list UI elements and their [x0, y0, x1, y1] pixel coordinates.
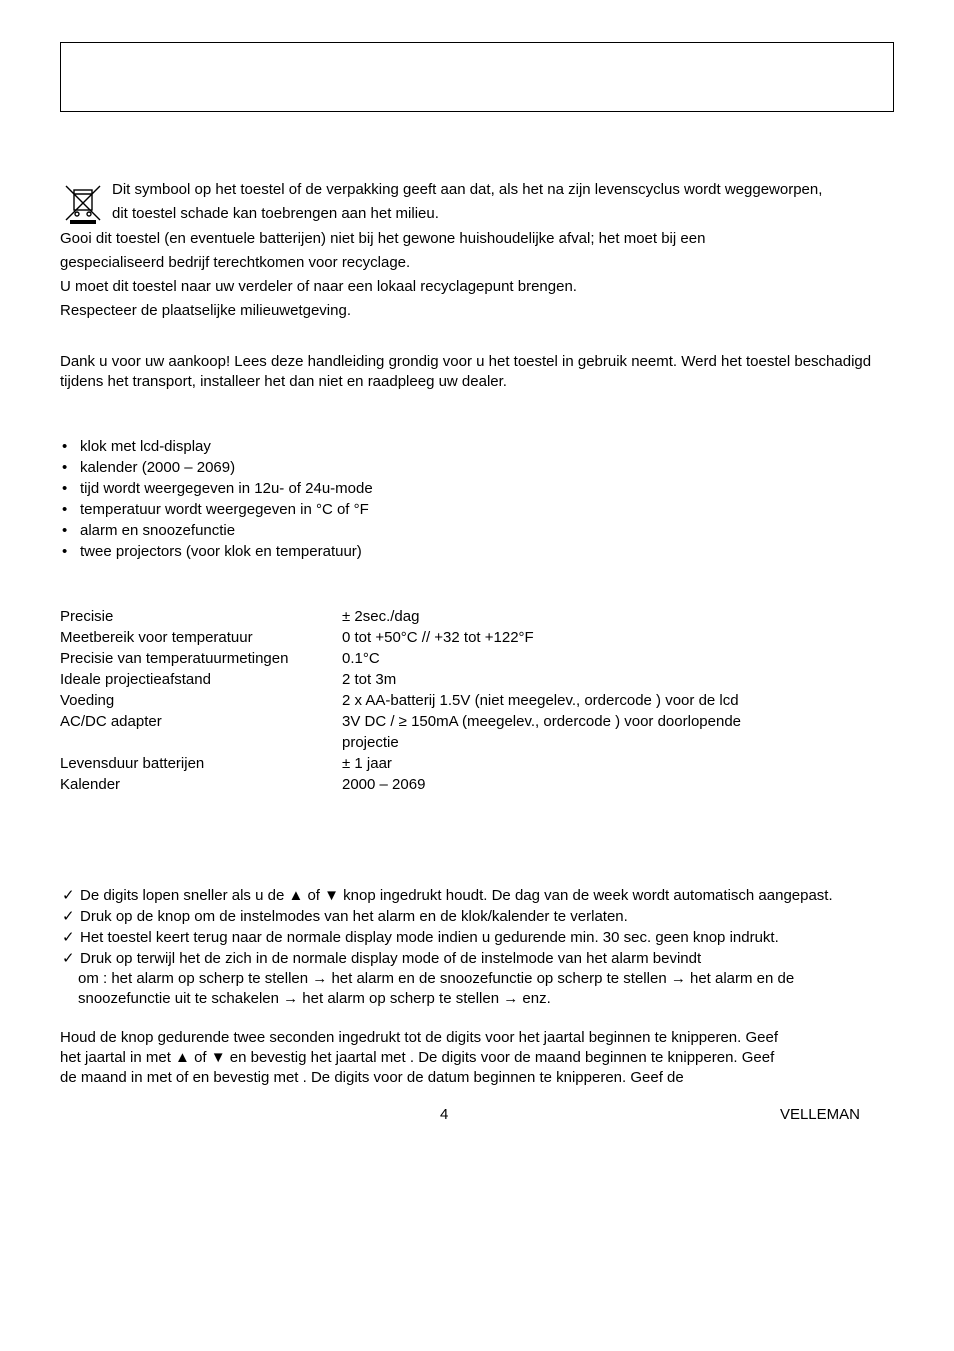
page-footer: 4 VELLEMAN — [60, 1106, 894, 1123]
spec-row: Levensduur batterijen ± 1 jaar — [60, 753, 894, 774]
spec-label: Meetbereik voor temperatuur — [60, 627, 342, 648]
note-continuation: om : het alarm op scherp te stellen → he… — [78, 969, 894, 989]
intro-line-3: Gooi dit toestel (en eventuele batterije… — [60, 229, 894, 249]
note-item: Druk op terwijl het de zich in de normal… — [62, 948, 894, 969]
note-item: De digits lopen sneller als u de ▲ of ▼ … — [62, 885, 894, 906]
spec-row: Ideale projectieafstand 2 tot 3m — [60, 669, 894, 690]
intro-line-4: gespecialiseerd bedrijf terechtkomen voo… — [60, 253, 894, 273]
note-continuation: snoozefunctie uit te schakelen → het ala… — [78, 989, 894, 1009]
feature-item: kalender (2000 – 2069) — [62, 457, 894, 478]
weee-icon — [60, 180, 106, 226]
brand-label: VELLEMAN — [780, 1106, 890, 1123]
header-box — [60, 42, 894, 112]
specs-table: Precisie ± 2sec./dag Meetbereik voor tem… — [60, 606, 894, 795]
notes-list: De digits lopen sneller als u de ▲ of ▼ … — [60, 885, 894, 969]
spec-row: Precisie van temperatuurmetingen 0.1°C — [60, 648, 894, 669]
feature-item: tijd wordt weergegeven in 12u- of 24u-mo… — [62, 478, 894, 499]
intro-line-1: Dit symbool op het toestel of de verpakk… — [60, 180, 894, 200]
note-item: Het toestel keert terug naar de normale … — [62, 927, 894, 948]
spec-label: AC/DC adapter — [60, 711, 342, 732]
spec-row: Precisie ± 2sec./dag — [60, 606, 894, 627]
spec-value: 0 tot +50°C // +32 tot +122°F — [342, 627, 894, 648]
spec-value: 2 x AA-batterij 1.5V (niet meegelev., or… — [342, 690, 894, 711]
spec-value: ± 2sec./dag — [342, 606, 894, 627]
feature-item: twee projectors (voor klok en temperatuu… — [62, 541, 894, 562]
intro-line-6: Respecteer de plaatselijke milieuwetgevi… — [60, 301, 894, 321]
spec-label: Kalender — [60, 774, 342, 795]
feature-item: klok met lcd-display — [62, 436, 894, 457]
spec-row: projectie — [60, 732, 894, 753]
note-item: Druk op de knop om de instelmodes van he… — [62, 906, 894, 927]
recycling-paragraph: Dit symbool op het toestel of de verpakk… — [60, 180, 894, 322]
spec-value: 2 tot 3m — [342, 669, 894, 690]
spec-row: Meetbereik voor temperatuur 0 tot +50°C … — [60, 627, 894, 648]
spec-value: 0.1°C — [342, 648, 894, 669]
tail-line: het jaartal in met ▲ of ▼ en bevestig he… — [60, 1048, 894, 1068]
spec-row: AC/DC adapter 3V DC / ≥ 150mA (meegelev.… — [60, 711, 894, 732]
feature-item: temperatuur wordt weergegeven in °C of °… — [62, 499, 894, 520]
feature-item: alarm en snoozefunctie — [62, 520, 894, 541]
spec-value: 2000 – 2069 — [342, 774, 894, 795]
tail-line: de maand in met of en bevestig met . De … — [60, 1068, 894, 1088]
spec-row: Kalender 2000 – 2069 — [60, 774, 894, 795]
spec-label — [60, 732, 342, 753]
page-number: 4 — [440, 1106, 448, 1123]
tail-line: Houd de knop gedurende twee seconden ing… — [60, 1028, 894, 1048]
spec-value: projectie — [342, 732, 894, 753]
spec-value: ± 1 jaar — [342, 753, 894, 774]
spec-label: Ideale projectieafstand — [60, 669, 342, 690]
page-root: Dit symbool op het toestel of de verpakk… — [0, 0, 954, 1143]
intro-line-5: U moet dit toestel naar uw verdeler of n… — [60, 277, 894, 297]
spec-label: Precisie van temperatuurmetingen — [60, 648, 342, 669]
intro-line-2: dit toestel schade kan toebrengen aan he… — [60, 204, 894, 224]
spec-label: Voeding — [60, 690, 342, 711]
spec-row: Voeding 2 x AA-batterij 1.5V (niet meege… — [60, 690, 894, 711]
spec-value: 3V DC / ≥ 150mA (meegelev., ordercode ) … — [342, 711, 894, 732]
features-list: klok met lcd-display kalender (2000 – 20… — [60, 436, 894, 562]
spec-label: Precisie — [60, 606, 342, 627]
spec-label: Levensduur batterijen — [60, 753, 342, 774]
thank-you-paragraph: Dank u voor uw aankoop! Lees deze handle… — [60, 352, 894, 393]
